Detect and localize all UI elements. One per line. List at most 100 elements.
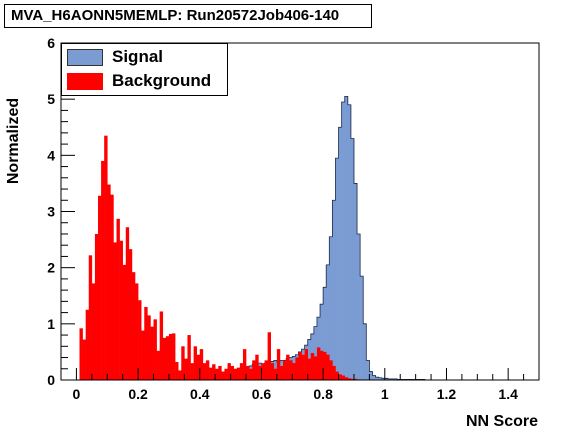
bin-bar [107, 184, 111, 380]
y-tick-label: 0 [47, 372, 55, 388]
bin-bar [110, 194, 114, 380]
bin-bar [298, 351, 302, 380]
bin-bar [98, 195, 102, 380]
bin-bar [230, 365, 234, 380]
bin-bar [372, 375, 376, 380]
legend-label-background: Background [112, 71, 212, 90]
y-tick-label: 4 [47, 147, 55, 163]
bin-bar [323, 287, 327, 380]
bin-bar [378, 377, 383, 380]
x-tick-label: 0.6 [252, 386, 272, 402]
bin-bar [307, 358, 312, 380]
bin-bar [221, 371, 225, 380]
bin-bar [310, 353, 315, 380]
bin-bar [347, 104, 352, 380]
legend-swatch-signal [67, 49, 103, 66]
bin-bar [113, 242, 117, 380]
bin-bar [159, 311, 164, 380]
x-axis: 0 0.2 0.4 0.6 0.8 1 1.2 1.4 [60, 368, 540, 402]
x-tick-label: 1.4 [498, 386, 518, 402]
bin-bar [338, 127, 342, 380]
bin-bar [360, 276, 364, 380]
bin-bar [116, 218, 120, 380]
bin-bar [82, 339, 86, 380]
bin-bar [147, 315, 151, 380]
bin-bar [255, 354, 259, 380]
y-tick-label: 3 [47, 204, 55, 220]
bin-bar [353, 378, 358, 380]
bin-bar [390, 378, 395, 380]
bin-bar [178, 370, 182, 380]
x-tick-label: 0.2 [128, 386, 148, 402]
bin-bar [162, 337, 167, 381]
chart-title-text: MVA_H6AONN5MEMLP: Run20572Job406-140 [11, 7, 340, 24]
bin-bar [347, 378, 352, 380]
bin-bar [316, 347, 321, 380]
bin-bar [101, 160, 105, 380]
bin-bar [394, 378, 398, 380]
bin-bar [273, 368, 278, 380]
bin-bar [150, 326, 154, 380]
bin-bar [332, 200, 336, 380]
x-tick-label: 0 [73, 386, 81, 402]
bin-bar [172, 333, 176, 380]
y-tick-label: 6 [47, 35, 55, 51]
bin-bar [286, 354, 290, 380]
bin-bar [242, 349, 247, 380]
bin-bar [320, 350, 324, 380]
bin-bar [344, 377, 349, 380]
x-axis-title: NN Score [466, 413, 538, 430]
bin-bar [202, 363, 207, 380]
bin-bar [350, 378, 355, 380]
bin-bar [190, 363, 194, 380]
x-tick-label: 0.8 [313, 386, 333, 402]
bin-bar [233, 368, 238, 380]
legend: Signal Background [61, 43, 228, 96]
bin-bar [215, 368, 219, 380]
bin-bar [267, 332, 271, 380]
bin-bar [283, 360, 287, 380]
chart-title: MVA_H6AONN5MEMLP: Run20572Job406-140 [4, 4, 372, 28]
bin-bar [218, 365, 222, 380]
bin-bar [344, 96, 349, 381]
bin-bar [165, 336, 170, 380]
bin-bar [289, 360, 293, 380]
bin-bar [119, 240, 123, 380]
bin-bar [366, 360, 370, 380]
bin-bar [205, 360, 210, 380]
bin-bar [141, 330, 145, 380]
bin-bar [279, 365, 284, 380]
bin-bar [353, 183, 358, 380]
bin-bar [88, 255, 93, 380]
bin-bar [79, 328, 83, 380]
bin-bar [196, 354, 201, 380]
y-tick-label: 1 [47, 316, 55, 332]
bin-bar [357, 233, 361, 380]
bin-bar [264, 360, 268, 380]
bin-bar [363, 323, 367, 380]
x-tick-label: 1.2 [437, 386, 457, 402]
x-tick-label: 1 [381, 386, 389, 402]
bin-bar [246, 365, 250, 380]
bin-bar [138, 300, 142, 380]
bin-bar [384, 378, 389, 380]
bin-bar [209, 367, 213, 380]
bin-bar [85, 309, 90, 380]
bin-bar [313, 326, 318, 380]
bin-bar [128, 249, 133, 380]
bin-bar [338, 374, 342, 380]
bin-bar [258, 365, 262, 380]
bin-bar [292, 363, 296, 380]
bin-bar [387, 378, 392, 380]
bin-bar [350, 138, 355, 380]
bin-bar [329, 236, 333, 380]
y-axis: 0 1 2 3 4 5 6 [47, 35, 75, 388]
bin-bar [125, 227, 130, 380]
bin-bar [335, 371, 339, 380]
y-tick-label: 5 [47, 91, 55, 107]
bin-bar [326, 264, 330, 380]
bin-bar [276, 349, 281, 380]
bin-bar [332, 365, 336, 380]
bin-bar [168, 333, 173, 380]
bin-bar [236, 367, 241, 380]
